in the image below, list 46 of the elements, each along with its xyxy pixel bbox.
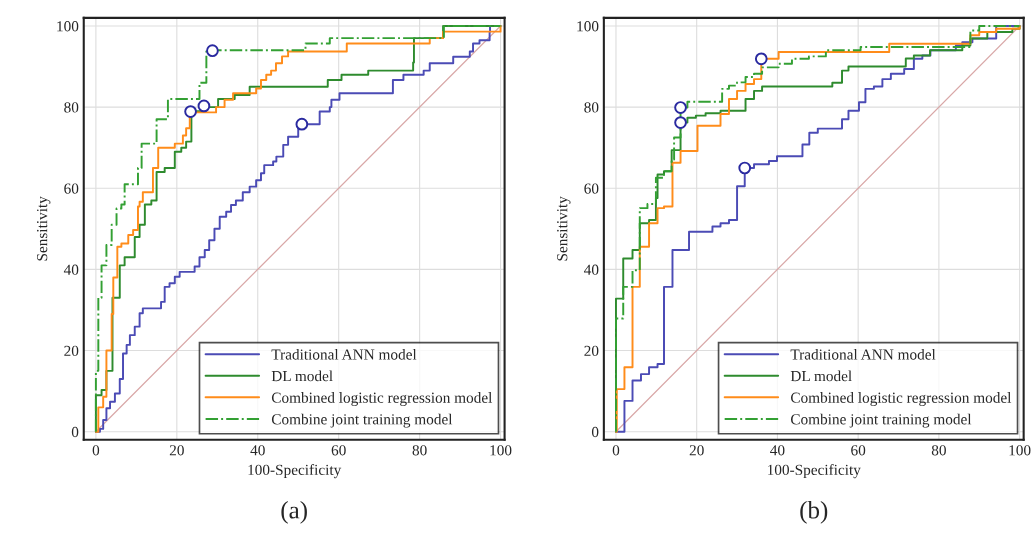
legend-label: Traditional ANN model [271, 348, 417, 360]
legend-label: DL model [790, 370, 852, 382]
point [738, 161, 752, 175]
y-tick-label: 40 [63, 264, 79, 275]
point [295, 117, 309, 131]
y-tick-label: 80 [584, 102, 599, 113]
legend-label: Combined logistic regression model [271, 392, 493, 406]
y-tick-label: 40 [584, 264, 599, 275]
point [754, 52, 768, 66]
y-tick-label: 60 [584, 183, 599, 194]
point [206, 44, 219, 58]
x-tick-label: 80 [412, 445, 427, 456]
legend-label: Combine joint training model [271, 413, 453, 428]
x-tick-label: 40 [770, 445, 785, 456]
x-tick-label: 20 [169, 445, 184, 456]
x-axis-title: 100-Specificity [248, 464, 342, 479]
legend-label: Combined logistic regression model [790, 392, 1012, 406]
y-tick-label: 20 [64, 345, 79, 357]
y-tick-label: 0 [591, 426, 599, 438]
x-tick-label: 100 [490, 445, 512, 456]
legend-label: DL model [271, 370, 333, 382]
y-axis-title: Sensitivity [37, 196, 51, 261]
point [184, 105, 197, 118]
text: (a) [281, 501, 307, 524]
legend-label: Combine joint training model [790, 413, 972, 428]
y-tick-label: 0 [71, 426, 79, 438]
x-tick-label: 60 [851, 445, 866, 456]
y-tick-label: 20 [584, 345, 599, 357]
legend-label: Traditional ANN model [790, 348, 936, 360]
point [674, 101, 687, 114]
x-tick-label: 20 [689, 445, 704, 456]
y-tick-label: 80 [64, 102, 79, 113]
y-axis-title: Sensitivity [557, 196, 571, 261]
point [674, 116, 687, 129]
y-tick-label: 100 [57, 21, 79, 32]
x-tick-label: 80 [931, 445, 946, 456]
y-tick-label: 60 [64, 183, 79, 194]
x-tick-label: 60 [331, 445, 346, 456]
x-tick-label: 0 [612, 445, 620, 456]
x-axis-title: 100-Specificity [768, 464, 861, 479]
point [197, 99, 211, 113]
text: (b) [800, 501, 828, 524]
x-tick-label: 100 [1009, 445, 1031, 456]
x-tick-label: 0 [92, 445, 100, 456]
x-tick-label: 40 [250, 445, 265, 456]
y-tick-label: 100 [577, 21, 599, 32]
